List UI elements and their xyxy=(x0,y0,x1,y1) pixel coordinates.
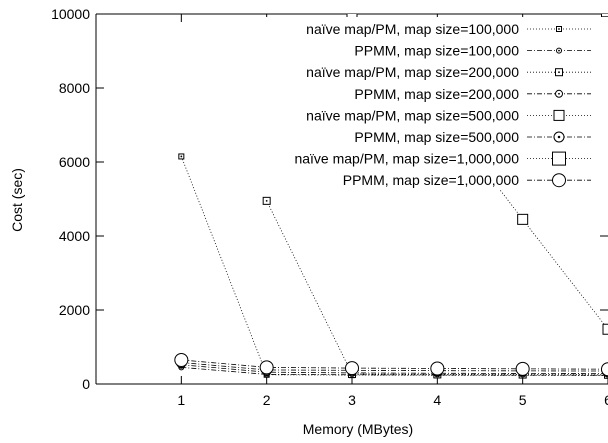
point xyxy=(515,361,530,376)
point xyxy=(517,213,529,225)
legend-marker xyxy=(552,173,566,188)
legend-marker xyxy=(552,151,566,166)
legend-label: naïve map/PM, map size=500,000 xyxy=(306,107,519,123)
series-line xyxy=(352,0,608,10)
point xyxy=(602,323,608,335)
legend-item: naïve map/PM, map size=1,000,000 xyxy=(294,151,591,167)
point xyxy=(262,196,271,205)
legend-item: naïve map/PM, map size=200,000 xyxy=(306,64,591,80)
legend-item: naïve map/PM, map size=100,000 xyxy=(306,21,591,37)
legend-marker xyxy=(555,68,563,77)
point xyxy=(259,360,274,375)
legend-label: PPMM, map size=200,000 xyxy=(354,86,519,102)
legend-marker xyxy=(553,131,565,143)
legend-item: PPMM, map size=500,000 xyxy=(354,129,591,145)
legend-label: PPMM, map size=1,000,000 xyxy=(343,172,519,188)
y-tick-label: 6000 xyxy=(59,154,90,170)
x-tick-label: 3 xyxy=(348,392,356,408)
series xyxy=(262,196,608,379)
legend-label: PPMM, map size=500,000 xyxy=(354,129,519,145)
series-line xyxy=(181,366,608,376)
legend-label: naïve map/PM, map size=200,000 xyxy=(306,64,519,80)
x-tick-label: 1 xyxy=(177,392,185,408)
point xyxy=(430,361,445,376)
point xyxy=(174,352,189,367)
point xyxy=(345,361,359,376)
point xyxy=(516,0,529,13)
point xyxy=(431,0,444,9)
x-axis-title: Memory (MBytes) xyxy=(303,421,413,437)
legend-item: PPMM, map size=200,000 xyxy=(354,86,591,102)
legend-label: naïve map/PM, map size=1,000,000 xyxy=(294,151,519,167)
legend-item: PPMM, map size=1,000,000 xyxy=(343,172,591,188)
x-tick-label: 2 xyxy=(263,392,271,408)
y-tick-label: 8000 xyxy=(59,80,90,96)
y-tick-label: 4000 xyxy=(59,228,90,244)
legend-marker xyxy=(556,47,562,54)
legend-label: PPMM, map size=100,000 xyxy=(354,43,519,59)
series-line xyxy=(181,359,608,370)
y-tick-label: 0 xyxy=(82,376,90,392)
legend-item: PPMM, map size=100,000 xyxy=(354,43,591,59)
legend-marker xyxy=(555,89,563,98)
series xyxy=(174,352,608,377)
legend-marker xyxy=(553,109,565,121)
legend-marker xyxy=(556,26,562,32)
y-axis-title: Cost (sec) xyxy=(9,168,25,232)
series-line xyxy=(180,156,608,376)
y-tick-label: 2000 xyxy=(59,302,90,318)
point xyxy=(601,14,608,18)
series-line xyxy=(181,364,608,375)
series-layer xyxy=(174,0,608,379)
x-tick-label: 6 xyxy=(604,392,608,408)
series-line xyxy=(266,200,608,376)
y-tick-label: 10000 xyxy=(51,6,90,22)
point xyxy=(346,0,359,2)
x-tick-label: 5 xyxy=(519,392,527,408)
x-tick-label: 4 xyxy=(433,392,441,408)
series-line xyxy=(181,362,608,372)
legend: naïve map/PM, map size=100,000 PPMM, map … xyxy=(294,21,591,188)
legend-item: naïve map/PM, map size=500,000 xyxy=(306,107,591,123)
legend-background xyxy=(226,17,608,190)
point xyxy=(601,362,608,377)
series xyxy=(346,0,608,18)
point xyxy=(178,153,185,160)
legend-label: naïve map/PM, map size=100,000 xyxy=(306,21,519,37)
